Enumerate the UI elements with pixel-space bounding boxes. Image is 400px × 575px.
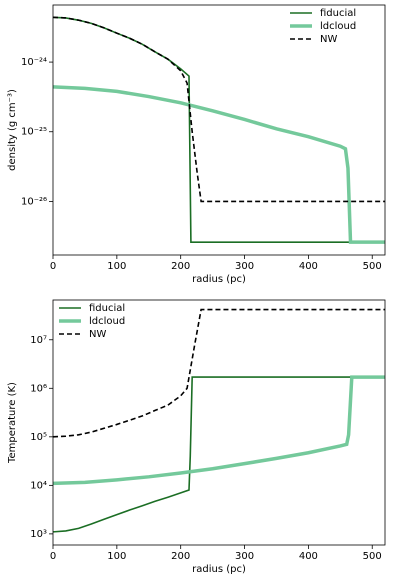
- y-tick-label: 10⁻²⁶: [21, 196, 47, 207]
- x-tick-label: 300: [235, 261, 254, 272]
- y-tick-label: 10⁷: [30, 335, 47, 346]
- plot-frame: [52, 4, 386, 256]
- legend-label: NW: [320, 34, 337, 45]
- x-tick-label: 200: [171, 261, 190, 272]
- series-line: [52, 16, 385, 243]
- plot-frame: [52, 299, 386, 546]
- y-tick-label: 10⁴: [30, 480, 47, 491]
- x-axis-label: radius (pc): [192, 274, 246, 285]
- legend-label: ldcloud: [320, 21, 356, 32]
- y-tick-label: 10⁻²⁵: [21, 127, 47, 138]
- x-tick-label: 100: [107, 551, 126, 562]
- x-tick-label: 400: [299, 261, 318, 272]
- series-line: [52, 376, 385, 533]
- plot: [52, 16, 385, 244]
- legend-label: fiducial: [89, 303, 125, 314]
- series-line: [52, 375, 385, 486]
- y-tick-label: 10⁶: [30, 383, 47, 394]
- y-tick-label: 10³: [30, 529, 47, 540]
- x-axis-label: radius (pc): [192, 564, 246, 575]
- legend-label: ldcloud: [89, 316, 125, 327]
- series-line: [52, 16, 385, 203]
- series-line: [52, 308, 385, 438]
- y-axis-label: Temperature (K): [7, 382, 18, 464]
- y-tick-label: 10⁵: [30, 432, 47, 443]
- series-line: [52, 85, 385, 244]
- x-tick-label: 400: [299, 551, 318, 562]
- plot: [52, 308, 385, 533]
- legend-label: NW: [89, 329, 106, 340]
- x-tick-label: 200: [171, 551, 190, 562]
- x-tick-label: 0: [50, 551, 56, 562]
- x-tick-label: 500: [363, 261, 382, 272]
- x-tick-label: 300: [235, 551, 254, 562]
- x-tick-label: 100: [107, 261, 126, 272]
- y-tick-label: 10⁻²⁴: [21, 57, 47, 68]
- x-tick-label: 0: [50, 261, 56, 272]
- legend-label: fiducial: [320, 8, 356, 19]
- x-tick-label: 500: [363, 551, 382, 562]
- y-axis-label: density (g cm⁻³): [7, 89, 18, 171]
